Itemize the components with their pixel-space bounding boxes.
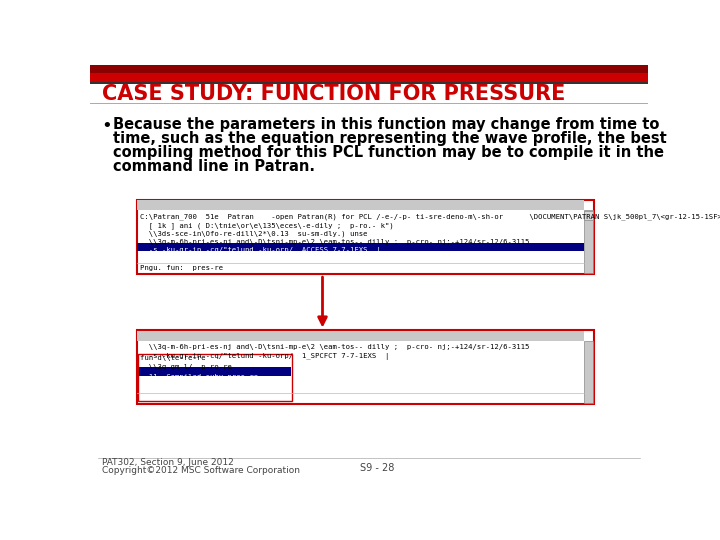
- Bar: [584, 211, 593, 220]
- Text: 11  Compiled subu-pres-re: 11 Compiled subu-pres-re: [140, 374, 258, 380]
- Bar: [138, 242, 584, 251]
- Bar: [584, 211, 593, 273]
- Text: \\3q-m-6h-pri-es-nj and\-D\tsni-mp-e\2 \eam-tos-- dilly ;  p-cro- nj;-+124/sr-12: \\3q-m-6h-pri-es-nj and\-D\tsni-mp-e\2 \…: [140, 345, 529, 350]
- Bar: [90, 84, 648, 103]
- Text: Copyright©2012 MSC Software Corporation: Copyright©2012 MSC Software Corporation: [102, 466, 300, 475]
- Text: compiling method for this PCL function may be to compile it in the: compiling method for this PCL function m…: [113, 145, 665, 160]
- Bar: [137, 330, 594, 403]
- Text: \\3ds-sce-in\Ofo-re-dill\2*\0.13  su-sm-dly.) unse: \\3ds-sce-in\Ofo-re-dill\2*\0.13 su-sm-d…: [140, 231, 367, 237]
- Text: Pngu. fun:  pres-re: Pngu. fun: pres-re: [140, 265, 222, 271]
- Bar: [138, 331, 584, 341]
- Text: \\3q-gm-l/  p-ro-re: \\3q-gm-l/ p-ro-re: [140, 364, 233, 370]
- Text: \\3q-m-6h-pri-es-nj and\-D\tsni-mp-e\2 \eam-tos-- dilly ;  p-cro- nj;-+124/sr-12: \\3q-m-6h-pri-es-nj and\-D\tsni-mp-e\2 \…: [140, 239, 529, 245]
- Text: CASE STUDY: FUNCTION FOR PRESSURE: CASE STUDY: FUNCTION FOR PRESSURE: [102, 84, 565, 104]
- Text: command line in Patran.: command line in Patran.: [113, 159, 315, 174]
- Text: PAT302, Section 9, June 2012: PAT302, Section 9, June 2012: [102, 458, 233, 468]
- Text: -s -ku-gr-in -cq/"telund -ku-orp/  ACCESS 7-7-1EXS  |: -s -ku-gr-in -cq/"telund -ku-orp/ ACCESS…: [140, 247, 380, 254]
- Bar: [584, 341, 593, 403]
- Bar: [138, 200, 584, 211]
- Text: time, such as the equation representing the wave profile, the best: time, such as the equation representing …: [113, 131, 667, 146]
- Bar: [138, 354, 292, 401]
- Text: S9 - 28: S9 - 28: [359, 462, 394, 472]
- Bar: [139, 367, 291, 376]
- Bar: [90, 72, 648, 82]
- Text: Because the parameters in this function may change from time to: Because the parameters in this function …: [113, 117, 660, 132]
- Text: -s -ku-gr-in -cq/"telund -ku-orp/  1_SPCFCT 7-7-1EXS  |: -s -ku-gr-in -cq/"telund -ku-orp/ 1_SPCF…: [140, 353, 389, 360]
- Text: •: •: [102, 117, 112, 135]
- Bar: [137, 200, 594, 274]
- Text: [ 1k ] ani ( D:\tnie\or\e\135\eces\-e-dily ;  p-ro.- k"): [ 1k ] ani ( D:\tnie\or\e\135\eces\-e-di…: [140, 222, 393, 228]
- Bar: [90, 82, 648, 84]
- Bar: [90, 65, 648, 72]
- Text: C:\Patran_700  51e  Patran    -open Patran(R) for PCL /-e-/-p- ti-sre-deno-m\-sh: C:\Patran_700 51e Patran -open Patran(R)…: [140, 213, 720, 220]
- Text: fun d\\te-re-re: fun d\\te-re-re: [140, 355, 206, 361]
